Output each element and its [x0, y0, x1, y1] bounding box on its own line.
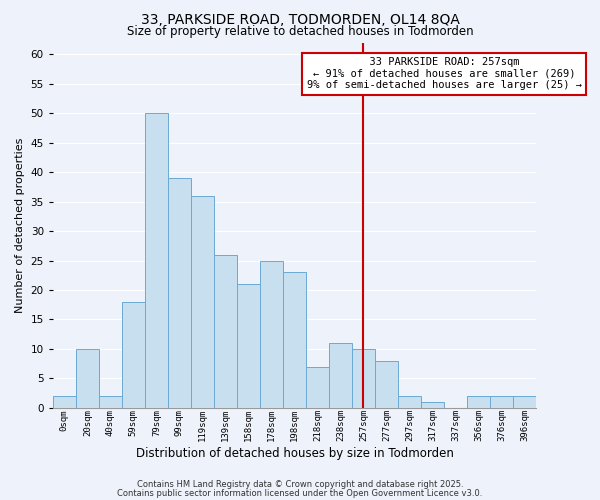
Text: Contains public sector information licensed under the Open Government Licence v3: Contains public sector information licen… — [118, 488, 482, 498]
Bar — [467, 396, 490, 408]
Bar — [122, 302, 145, 408]
Bar — [421, 402, 444, 408]
Bar — [99, 396, 122, 408]
Text: 33 PARKSIDE ROAD: 257sqm  
← 91% of detached houses are smaller (269)
9% of semi: 33 PARKSIDE ROAD: 257sqm ← 91% of detach… — [307, 57, 581, 90]
Bar — [306, 366, 329, 408]
Bar — [260, 260, 283, 408]
Bar — [490, 396, 513, 408]
Bar — [191, 196, 214, 408]
Bar — [145, 113, 168, 408]
X-axis label: Distribution of detached houses by size in Todmorden: Distribution of detached houses by size … — [136, 447, 454, 460]
Bar — [398, 396, 421, 408]
Bar — [214, 254, 237, 408]
Bar — [76, 349, 99, 408]
Text: Size of property relative to detached houses in Todmorden: Size of property relative to detached ho… — [127, 25, 473, 38]
Bar — [513, 396, 536, 408]
Bar — [352, 349, 375, 408]
Y-axis label: Number of detached properties: Number of detached properties — [15, 138, 25, 313]
Bar — [375, 360, 398, 408]
Bar — [168, 178, 191, 408]
Text: 33, PARKSIDE ROAD, TODMORDEN, OL14 8QA: 33, PARKSIDE ROAD, TODMORDEN, OL14 8QA — [140, 12, 460, 26]
Bar — [329, 343, 352, 408]
Bar — [283, 272, 306, 408]
Bar — [53, 396, 76, 408]
Bar — [237, 284, 260, 408]
Text: Contains HM Land Registry data © Crown copyright and database right 2025.: Contains HM Land Registry data © Crown c… — [137, 480, 463, 489]
